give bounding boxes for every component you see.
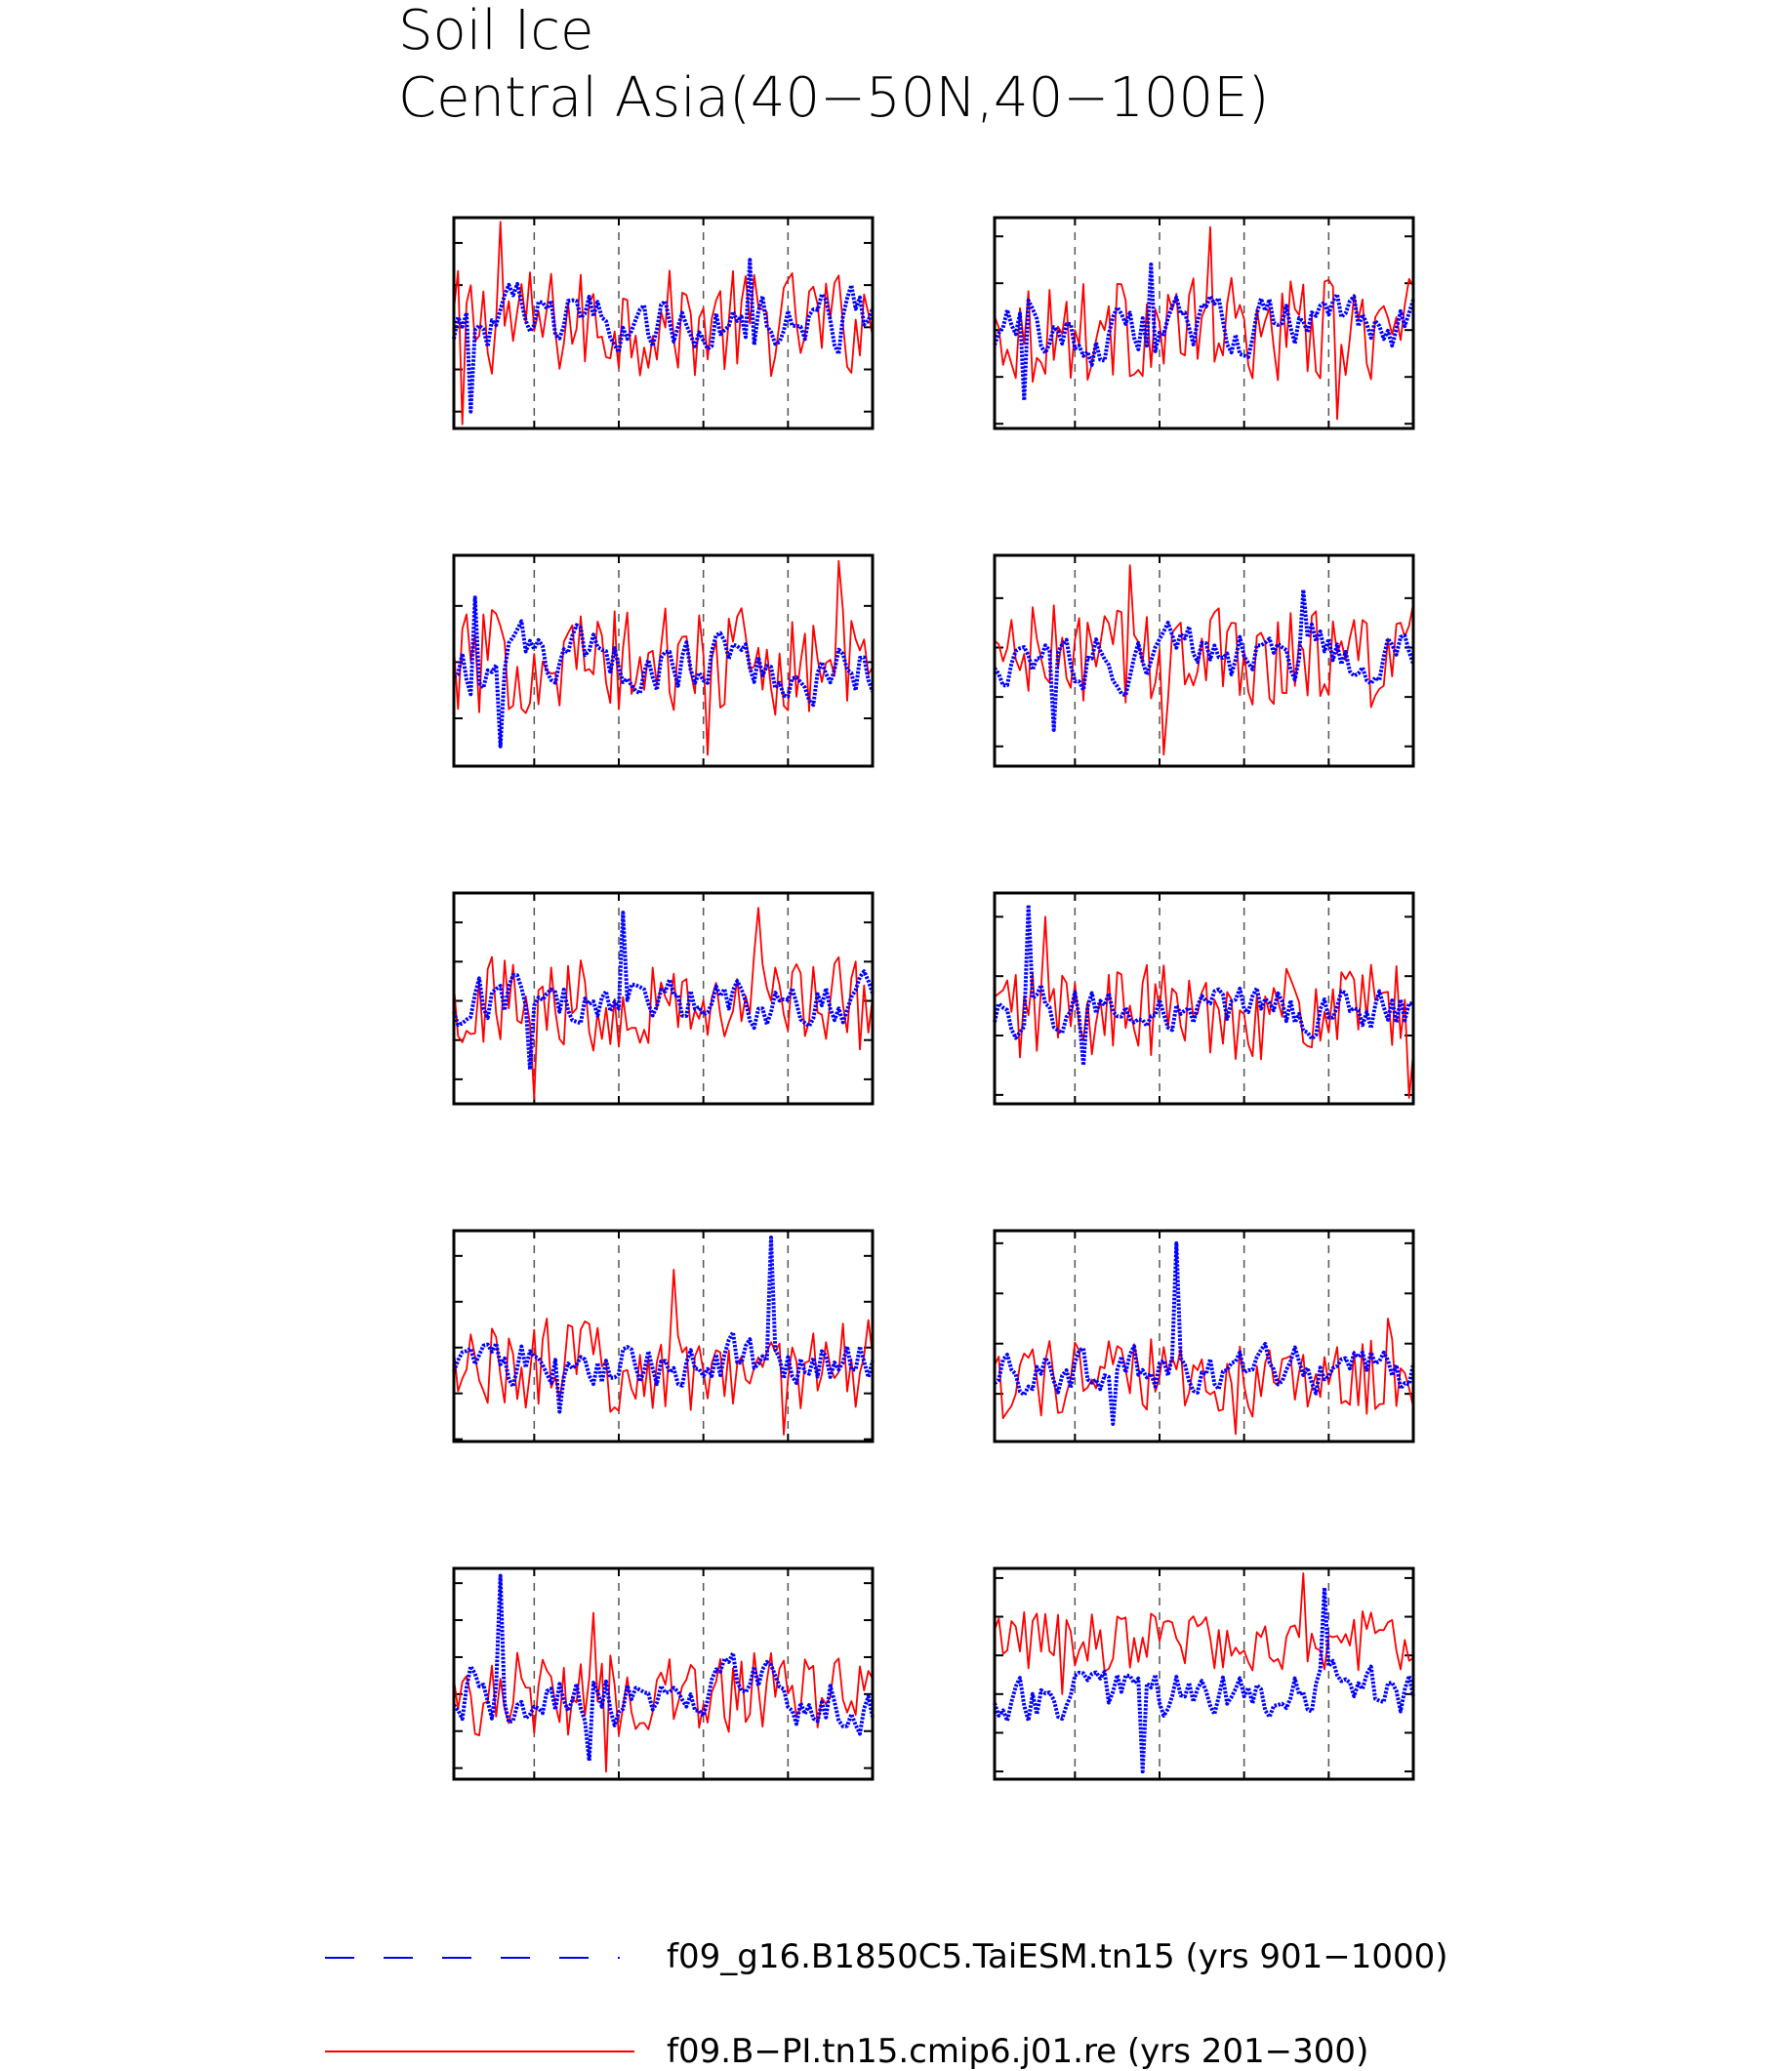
series-red-line [453,1611,874,1773]
plot-frame [452,216,875,430]
plot-frame [452,1566,875,1781]
series-blue-line [993,263,1415,403]
series-red-line [994,1318,1414,1436]
plot-frame [993,553,1415,768]
series-red-line [453,221,874,426]
series-red-line [453,559,874,756]
series-red-line [994,1572,1414,1695]
series-blue-line [993,1240,1415,1426]
plot-frame [452,1229,875,1443]
panel-layer-4 [993,553,1415,768]
panel-layer-7 [452,1229,875,1443]
panels [452,216,1415,1781]
series-red-line [453,907,874,1100]
panel-layer-1 [452,216,875,430]
legend-label-blue: f09_g16.B1850C5.TaiESM.tn15 (yrs 901−100… [667,1937,1448,1976]
legend: f09_g16.B1850C5.TaiESM.tn15 (yrs 901−100… [325,1937,1448,2071]
panel-layer-8 [993,1229,1415,1443]
series-blue-line [452,1573,875,1764]
plot-frame [993,1566,1415,1781]
panel-layer-3 [452,553,875,768]
panel-layer-9 [452,1566,875,1781]
series-red-line [994,564,1414,756]
figure-title-line1: Soil Ice [398,0,593,62]
legend-label-red: f09.B−PI.tn15.cmip6.j01.re (yrs 201−300) [667,2032,1368,2071]
panel-layer-6 [993,891,1415,1106]
figure-title-line2: Central Asia(40−50N,40−100E) [398,66,1269,130]
series-red-line [994,915,1414,1099]
plot-frame [452,553,875,768]
series-blue-line [452,1236,875,1414]
series-red-line [994,225,1414,421]
series-blue-line [452,258,875,414]
series-blue-line [993,588,1415,732]
panel-layer-10 [993,1566,1415,1781]
plot-frame [452,891,875,1106]
series-red-line [453,1269,874,1436]
panel-layer-5 [452,891,875,1106]
plot-frame [993,216,1415,430]
series-blue-line [993,903,1414,1068]
series-blue-line [993,1585,1415,1774]
plot-frame [993,891,1415,1106]
panel-layer-2 [993,216,1415,430]
series-blue-line [452,595,875,749]
series-blue-line [452,911,875,1072]
plot-frame [993,1229,1415,1443]
